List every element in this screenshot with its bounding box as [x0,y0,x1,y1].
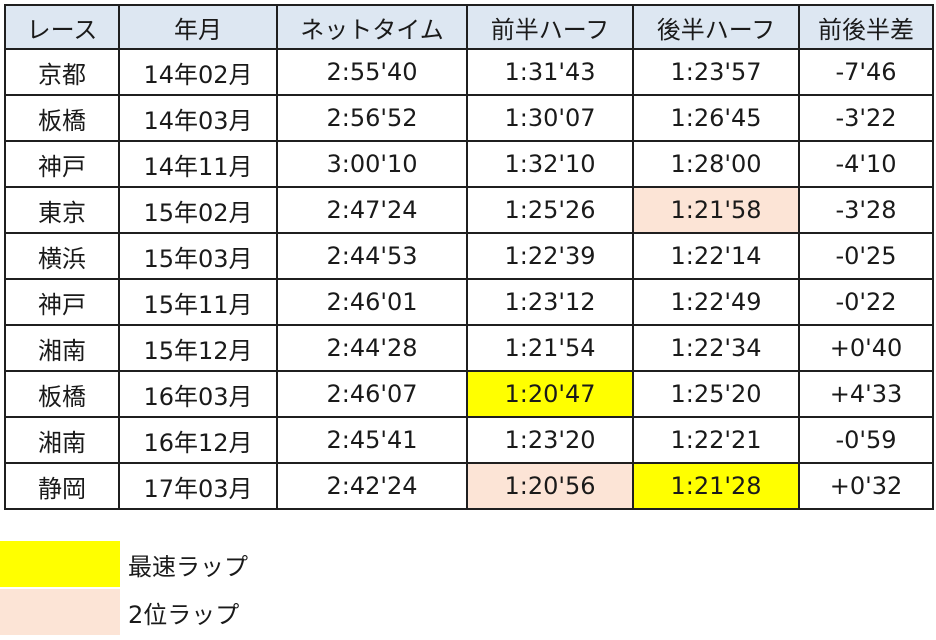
legend-label-fastest: 最速ラップ [128,552,248,581]
cell-net-time: 3:00'10 [276,140,468,188]
table-header-row: レース 年月 ネットタイム 前半ハーフ 後半ハーフ 前後半差 [4,4,934,50]
cell-first-half: 1:22'39 [466,232,634,280]
header-first-half: 前半ハーフ [466,4,634,50]
table-row: 東京 15年02月 2:47'24 1:25'26 1:21'58 -3'28 [4,186,934,234]
header-race: レース [4,4,120,50]
cell-second-half: 1:22'49 [632,278,800,326]
cell-half-difference: +0'32 [798,462,934,510]
legend-item-second: 2位ラップ [0,588,300,636]
cell-date: 16年03月 [118,370,278,418]
cell-second-half: 1:21'58 [632,186,800,234]
cell-date: 15年12月 [118,324,278,372]
cell-first-half: 1:23'20 [466,416,634,464]
cell-second-half: 1:25'20 [632,370,800,418]
cell-half-difference: -4'10 [798,140,934,188]
cell-half-difference: -3'22 [798,94,934,142]
cell-half-difference: -7'46 [798,48,934,96]
cell-net-time: 2:44'28 [276,324,468,372]
cell-net-time: 2:55'40 [276,48,468,96]
cell-first-half: 1:25'26 [466,186,634,234]
legend-swatch-second [0,589,120,635]
cell-date: 15年02月 [118,186,278,234]
cell-race: 横浜 [4,232,120,280]
table-row: 京都 14年02月 2:55'40 1:31'43 1:23'57 -7'46 [4,48,934,96]
cell-first-half: 1:23'12 [466,278,634,326]
cell-second-half: 1:21'28 [632,462,800,510]
cell-net-time: 2:56'52 [276,94,468,142]
cell-net-time: 2:44'53 [276,232,468,280]
cell-date: 16年12月 [118,416,278,464]
cell-first-half: 1:31'43 [466,48,634,96]
header-half-difference: 前後半差 [798,4,934,50]
cell-race: 板橋 [4,370,120,418]
cell-date: 14年02月 [118,48,278,96]
cell-half-difference: -3'28 [798,186,934,234]
cell-race: 神戸 [4,278,120,326]
table-row: 神戸 15年11月 2:46'01 1:23'12 1:22'49 -0'22 [4,278,934,326]
cell-first-half: 1:32'10 [466,140,634,188]
cell-date: 14年03月 [118,94,278,142]
cell-half-difference: -0'22 [798,278,934,326]
cell-date: 14年11月 [118,140,278,188]
lap-times-table: レース 年月 ネットタイム 前半ハーフ 後半ハーフ 前後半差 京都 14年02月 2… [4,4,934,510]
table-row: 神戸 14年11月 3:00'10 1:32'10 1:28'00 -4'10 [4,140,934,188]
cell-second-half: 1:28'00 [632,140,800,188]
cell-second-half: 1:22'21 [632,416,800,464]
cell-first-half: 1:20'56 [466,462,634,510]
cell-net-time: 2:45'41 [276,416,468,464]
header-second-half: 後半ハーフ [632,4,800,50]
cell-net-time: 2:47'24 [276,186,468,234]
cell-race: 板橋 [4,94,120,142]
cell-net-time: 2:46'01 [276,278,468,326]
table-row: 横浜 15年03月 2:44'53 1:22'39 1:22'14 -0'25 [4,232,934,280]
cell-net-time: 2:42'24 [276,462,468,510]
header-net-time: ネットタイム [276,4,468,50]
table-row: 湘南 15年12月 2:44'28 1:21'54 1:22'34 +0'40 [4,324,934,372]
legend-item-fastest: 最速ラップ [0,540,300,588]
cell-date: 17年03月 [118,462,278,510]
table-row: 板橋 16年03月 2:46'07 1:20'47 1:25'20 +4'33 [4,370,934,418]
cell-first-half: 1:20'47 [466,370,634,418]
cell-first-half: 1:30'07 [466,94,634,142]
legend-label-second: 2位ラップ [128,600,240,629]
cell-second-half: 1:22'34 [632,324,800,372]
cell-race: 東京 [4,186,120,234]
cell-second-half: 1:23'57 [632,48,800,96]
cell-race: 湘南 [4,416,120,464]
table-row: 湘南 16年12月 2:45'41 1:23'20 1:22'21 -0'59 [4,416,934,464]
cell-half-difference: -0'59 [798,416,934,464]
cell-net-time: 2:46'07 [276,370,468,418]
cell-half-difference: -0'25 [798,232,934,280]
cell-first-half: 1:21'54 [466,324,634,372]
cell-half-difference: +4'33 [798,370,934,418]
table-row: 静岡 17年03月 2:42'24 1:20'56 1:21'28 +0'32 [4,462,934,510]
cell-race: 京都 [4,48,120,96]
cell-race: 湘南 [4,324,120,372]
cell-race: 静岡 [4,462,120,510]
legend-swatch-fastest [0,541,120,587]
cell-date: 15年11月 [118,278,278,326]
cell-half-difference: +0'40 [798,324,934,372]
cell-date: 15年03月 [118,232,278,280]
cell-second-half: 1:22'14 [632,232,800,280]
header-date: 年月 [118,4,278,50]
cell-second-half: 1:26'45 [632,94,800,142]
legend: 最速ラップ 2位ラップ [0,540,300,636]
table-row: 板橋 14年03月 2:56'52 1:30'07 1:26'45 -3'22 [4,94,934,142]
cell-race: 神戸 [4,140,120,188]
